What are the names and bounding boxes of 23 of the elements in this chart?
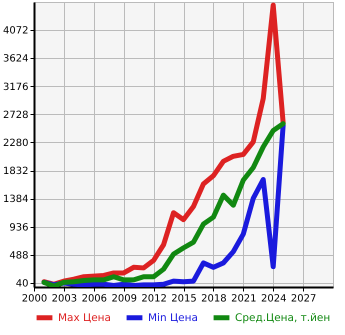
y-tick-label: 488 [9,250,28,262]
legend-label: Сред.Цена, т.йен [235,312,330,324]
x-tick-label: 2012 [141,294,167,304]
y-tick-label: 1384 [3,194,28,206]
y-tick-label: 4072 [3,26,28,37]
x-tick-label: 2021 [231,294,257,304]
y-tick-label: 936 [9,222,28,234]
y-tick-label: 2280 [3,138,28,149]
legend-label: Max Цена [58,312,111,324]
x-tick-label: 2024 [260,294,286,304]
y-tick-label: 3624 [3,54,28,65]
y-tick-label: 1832 [3,166,28,178]
x-tick-label: 2009 [111,294,137,304]
y-tick-label: 40 [16,278,28,290]
x-tick-label: 2000 [22,294,48,304]
x-tick-label: 2027 [290,294,316,304]
y-tick-label: 3176 [3,82,28,93]
x-tick-label: 2003 [52,294,78,304]
y-tick-label: 2728 [3,110,28,121]
x-tick-label: 2015 [171,294,197,304]
x-tick-label: 2006 [82,294,108,304]
x-tick-label: 2018 [201,294,227,304]
legend-label: Min Цена [148,312,198,324]
